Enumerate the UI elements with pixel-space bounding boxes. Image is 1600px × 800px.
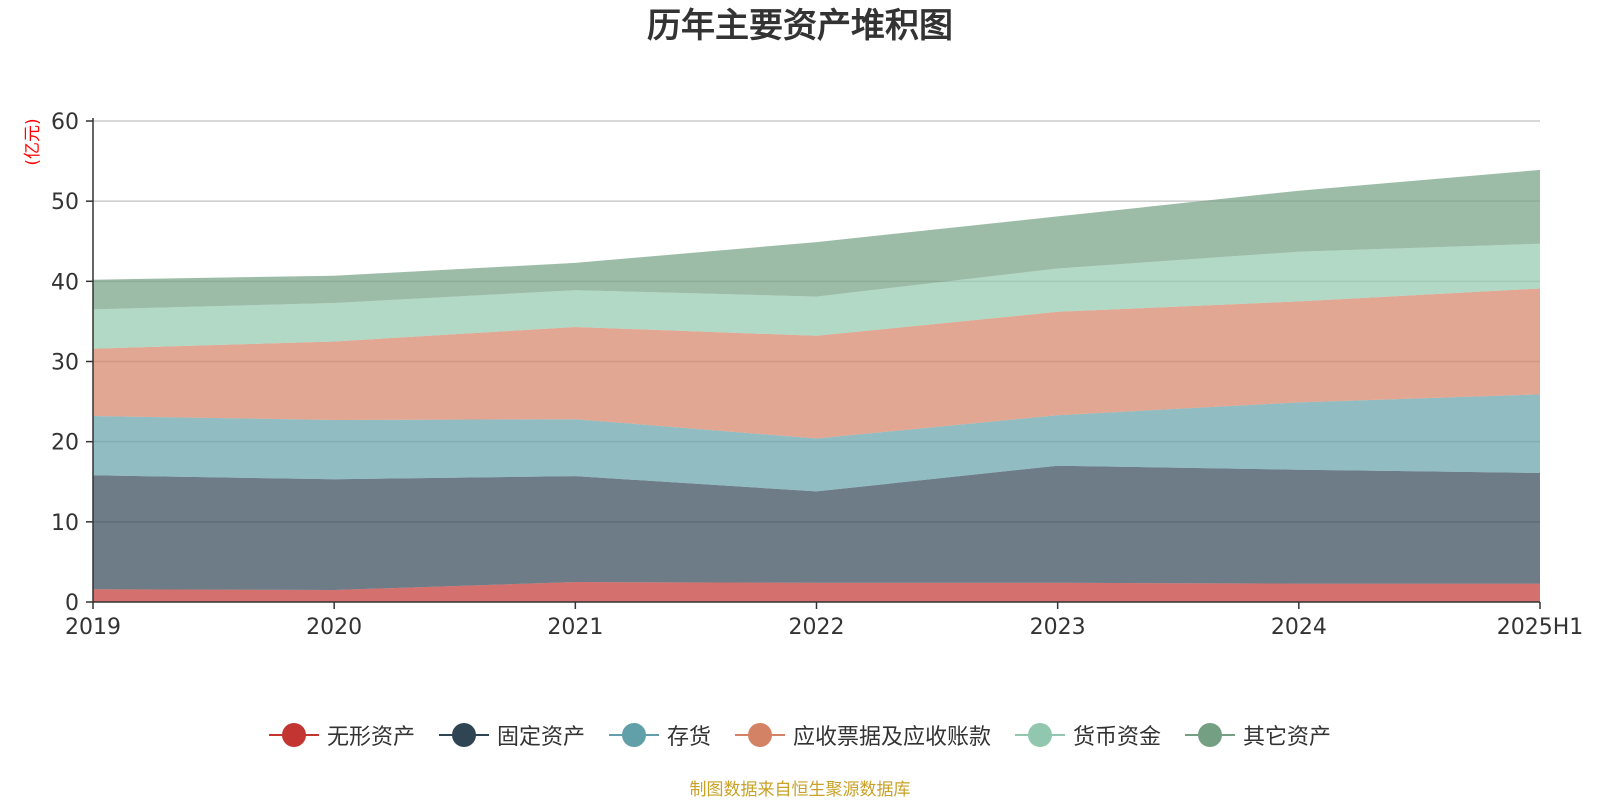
area-series-1 [93, 582, 1540, 602]
legend-item-2[interactable]: 固定资产 [438, 719, 585, 751]
x-tick-label: 2020 [306, 615, 362, 640]
y-tick-label: 30 [51, 351, 79, 376]
x-tick-label: 2025H1 [1497, 615, 1584, 640]
y-tick-label: 50 [51, 190, 79, 215]
axes: 0 10 20 30 40 50 60 2019 2020 2021 2022 2023 2024 202… [51, 110, 1583, 640]
legend-item-5[interactable]: 货币资金 [1015, 719, 1161, 751]
legend-item-4[interactable]: 应收票据及应收账款 [735, 719, 991, 751]
area-series-2 [93, 465, 1540, 590]
x-tick-label: 2022 [789, 615, 845, 640]
legend-item-3[interactable]: 存货 [608, 719, 711, 751]
legend-label: 固定资产 [496, 725, 585, 750]
legend-marker-icon [268, 723, 319, 747]
area-series-3 [93, 394, 1540, 492]
legend-item-6[interactable]: 其它资产 [1185, 719, 1331, 751]
y-tick-label: 0 [65, 591, 79, 616]
legend-marker-icon [1015, 723, 1066, 747]
y-tick-label: 20 [51, 431, 79, 456]
legend-label: 货币资金 [1073, 725, 1162, 750]
legend-label: 无形资产 [326, 725, 415, 750]
y-tick-label: 10 [51, 511, 79, 536]
x-tick-label: 2023 [1030, 615, 1086, 640]
x-tick-label: 2024 [1271, 615, 1327, 640]
source-note: 制图数据来自恒生聚源数据库 [689, 780, 911, 800]
legend-label: 应收票据及应收账款 [793, 725, 992, 750]
legend-item-1[interactable]: 无形资产 [268, 719, 415, 751]
y-tick-label: 40 [51, 270, 79, 295]
area-series-6 [93, 169, 1540, 310]
chart-title: 历年主要资产堆积图 [647, 6, 953, 46]
y-tick-label: 60 [51, 110, 79, 135]
x-tick-label: 2019 [65, 615, 121, 640]
legend-marker-icon [1185, 723, 1236, 747]
area-series-5 [93, 243, 1540, 349]
area-series-group [93, 169, 1540, 602]
x-tick-label: 2021 [547, 615, 603, 640]
y-axis-unit-label: (亿元) [23, 118, 43, 165]
legend-marker-icon [438, 723, 489, 747]
legend-label: 其它资产 [1243, 725, 1332, 750]
area-series-4 [93, 288, 1540, 439]
legend-marker-icon [735, 723, 785, 747]
legend: 无形资产 固定资产 存货 应收票据及应收账款 货币资金 其它资产 [0, 718, 1600, 752]
legend-label: 存货 [666, 725, 711, 750]
legend-marker-icon [608, 723, 659, 747]
